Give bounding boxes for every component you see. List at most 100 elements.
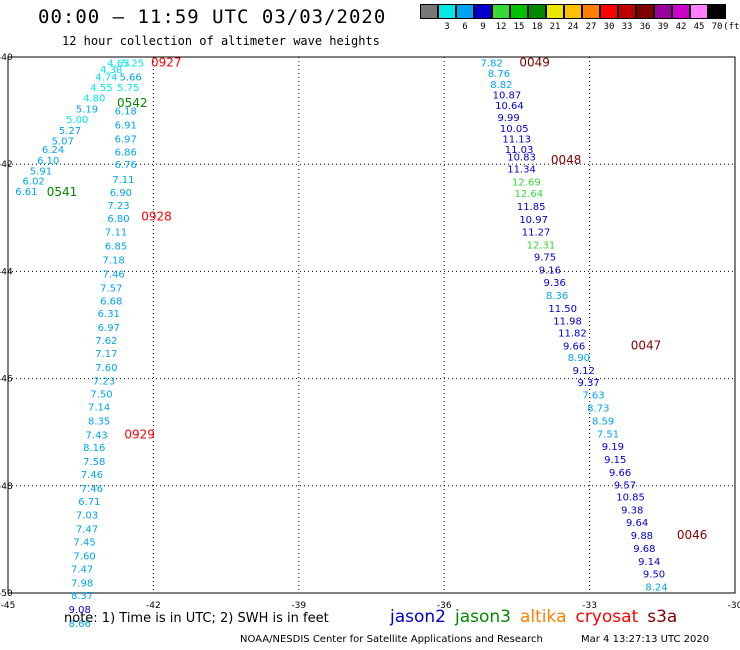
wave-height-value: 7.50 xyxy=(90,390,112,401)
wave-height-value: 7.17 xyxy=(95,349,117,360)
scale-swatch xyxy=(636,4,654,19)
scale-label: 42 xyxy=(675,22,687,32)
wave-height-value: 10.64 xyxy=(495,101,524,112)
wave-height-value: 12.31 xyxy=(527,241,556,252)
wave-height-value: 6.61 xyxy=(15,187,37,198)
scale-label: 12 xyxy=(495,22,507,32)
wave-height-value: 9.50 xyxy=(643,570,665,581)
pass-time-label: 0541 xyxy=(47,185,78,199)
wave-height-value: 7.47 xyxy=(76,525,98,536)
map-subtitle: 12 hour collection of altimeter wave hei… xyxy=(62,34,380,48)
wave-height-value: 8.35 xyxy=(88,416,110,427)
wave-height-value: 9.08 xyxy=(69,605,91,616)
lon-tick-label: -33 xyxy=(582,601,597,611)
pass-time-label: 0542 xyxy=(117,96,148,110)
wave-height-value: 10.83 xyxy=(507,153,536,164)
wave-height-value: 7.60 xyxy=(95,363,117,374)
wave-height-value: 9.36 xyxy=(544,278,566,289)
wave-height-value: 9.16 xyxy=(539,265,561,276)
wave-height-value: 9.57 xyxy=(614,481,636,492)
wave-height-value: 11.82 xyxy=(558,329,587,340)
wave-height-value: 7.23 xyxy=(93,377,115,388)
wave-height-value: 7.62 xyxy=(95,336,117,347)
wave-height-value: 9.14 xyxy=(638,557,660,568)
wave-height-value: 9.15 xyxy=(604,455,626,466)
lat-tick-label: -46 xyxy=(0,375,13,385)
wave-height-value: 7.57 xyxy=(100,283,122,294)
wave-height-value: 6.91 xyxy=(115,121,137,132)
wave-height-value: 7.98 xyxy=(71,578,93,589)
wave-height-value: 6.71 xyxy=(78,497,100,508)
scale-label: 36 xyxy=(639,22,651,32)
pass-time-label: 0046 xyxy=(677,528,708,542)
wave-height-value: 11.50 xyxy=(548,304,577,315)
satellite-cryosat: cryosat xyxy=(575,607,639,627)
wave-height-value: 5.75 xyxy=(117,83,139,94)
wave-height-value: 7.60 xyxy=(73,551,95,562)
wave-height-value: 11.27 xyxy=(522,228,551,239)
wave-height-value: 5.91 xyxy=(30,167,52,178)
wave-height-value: 8.36 xyxy=(546,291,568,302)
map-title: 00:00 – 11:59 UTC 03/03/2020 xyxy=(38,6,387,28)
wave-height-value: 9.19 xyxy=(602,442,624,453)
wave-height-value: 6.68 xyxy=(100,296,122,307)
footer-note: note: 1) Time is in UTC; 2) SWH is in fe… xyxy=(64,611,329,626)
wave-height-value: 8.76 xyxy=(488,69,510,80)
scale-swatch xyxy=(456,4,474,19)
wave-height-value: 5.07 xyxy=(52,137,74,148)
wave-height-value: 5.66 xyxy=(119,72,141,83)
wave-height-value: 6.86 xyxy=(115,147,137,158)
wave-height-value: 9.12 xyxy=(573,366,595,377)
scale-label: 33 xyxy=(621,22,633,32)
pass-time-label: 0928 xyxy=(141,210,172,224)
wave-height-value: 8.16 xyxy=(83,443,105,454)
wave-height-value: 8.59 xyxy=(592,416,614,427)
scale-label: 30 xyxy=(603,22,615,32)
wave-height-value: 7.43 xyxy=(86,430,108,441)
wave-height-value: 10.05 xyxy=(500,124,529,135)
scale-label: 24 xyxy=(567,22,579,32)
scale-swatch xyxy=(708,4,726,19)
wave-height-value: 12.64 xyxy=(514,189,543,200)
wave-height-value: 8.82 xyxy=(490,80,512,91)
scale-label: 27 xyxy=(585,22,597,32)
scale-swatch xyxy=(564,4,582,19)
wave-height-value: 7.14 xyxy=(88,402,110,413)
pass-time-label: 0048 xyxy=(551,153,582,167)
wave-height-value: 11.13 xyxy=(502,134,531,145)
scale-swatch xyxy=(438,4,456,19)
wave-height-value: 11.85 xyxy=(517,202,546,213)
scale-swatch xyxy=(546,4,564,19)
wave-height-value: 9.64 xyxy=(626,518,648,529)
wave-height-value: 6.97 xyxy=(115,134,137,145)
scale-swatch xyxy=(600,4,618,19)
satellite-legend: jason2 jason3 altika cryosat s3a xyxy=(390,607,686,627)
wave-height-value: 7.46 xyxy=(81,484,103,495)
scale-swatch xyxy=(618,4,636,19)
wave-height-value: 6.18 xyxy=(115,107,137,118)
wave-height-value: 10.85 xyxy=(616,493,645,504)
lon-tick-label: -39 xyxy=(291,601,306,611)
wave-height-value: 9.37 xyxy=(577,378,599,389)
wave-height-value: 8.73 xyxy=(587,404,609,415)
scale-swatch xyxy=(528,4,546,19)
wave-height-value: 9.68 xyxy=(633,544,655,555)
wave-height-value: 8.37 xyxy=(71,591,93,602)
scale-unit: (ft) xyxy=(723,22,740,32)
wave-height-value: 6.90 xyxy=(110,188,132,199)
wave-height-value: 6.02 xyxy=(23,176,45,187)
wave-height-value: 7.23 xyxy=(107,201,129,212)
scale-label: 45 xyxy=(693,22,705,32)
wave-height-value: 5.19 xyxy=(76,104,98,115)
lat-tick-label: -48 xyxy=(0,482,13,492)
wave-height-value: 4.55 xyxy=(90,83,112,94)
map-frame xyxy=(7,56,736,594)
wave-height-value: 10.87 xyxy=(493,91,522,102)
wave-height-value: 4.63 xyxy=(107,58,129,69)
wave-height-value: 7.11 xyxy=(105,228,127,239)
wave-height-value: 6.31 xyxy=(98,309,120,320)
scale-swatch xyxy=(510,4,528,19)
scale-swatch xyxy=(582,4,600,19)
satellite-s3a: s3a xyxy=(647,607,678,627)
lat-tick-label: -44 xyxy=(0,267,13,277)
